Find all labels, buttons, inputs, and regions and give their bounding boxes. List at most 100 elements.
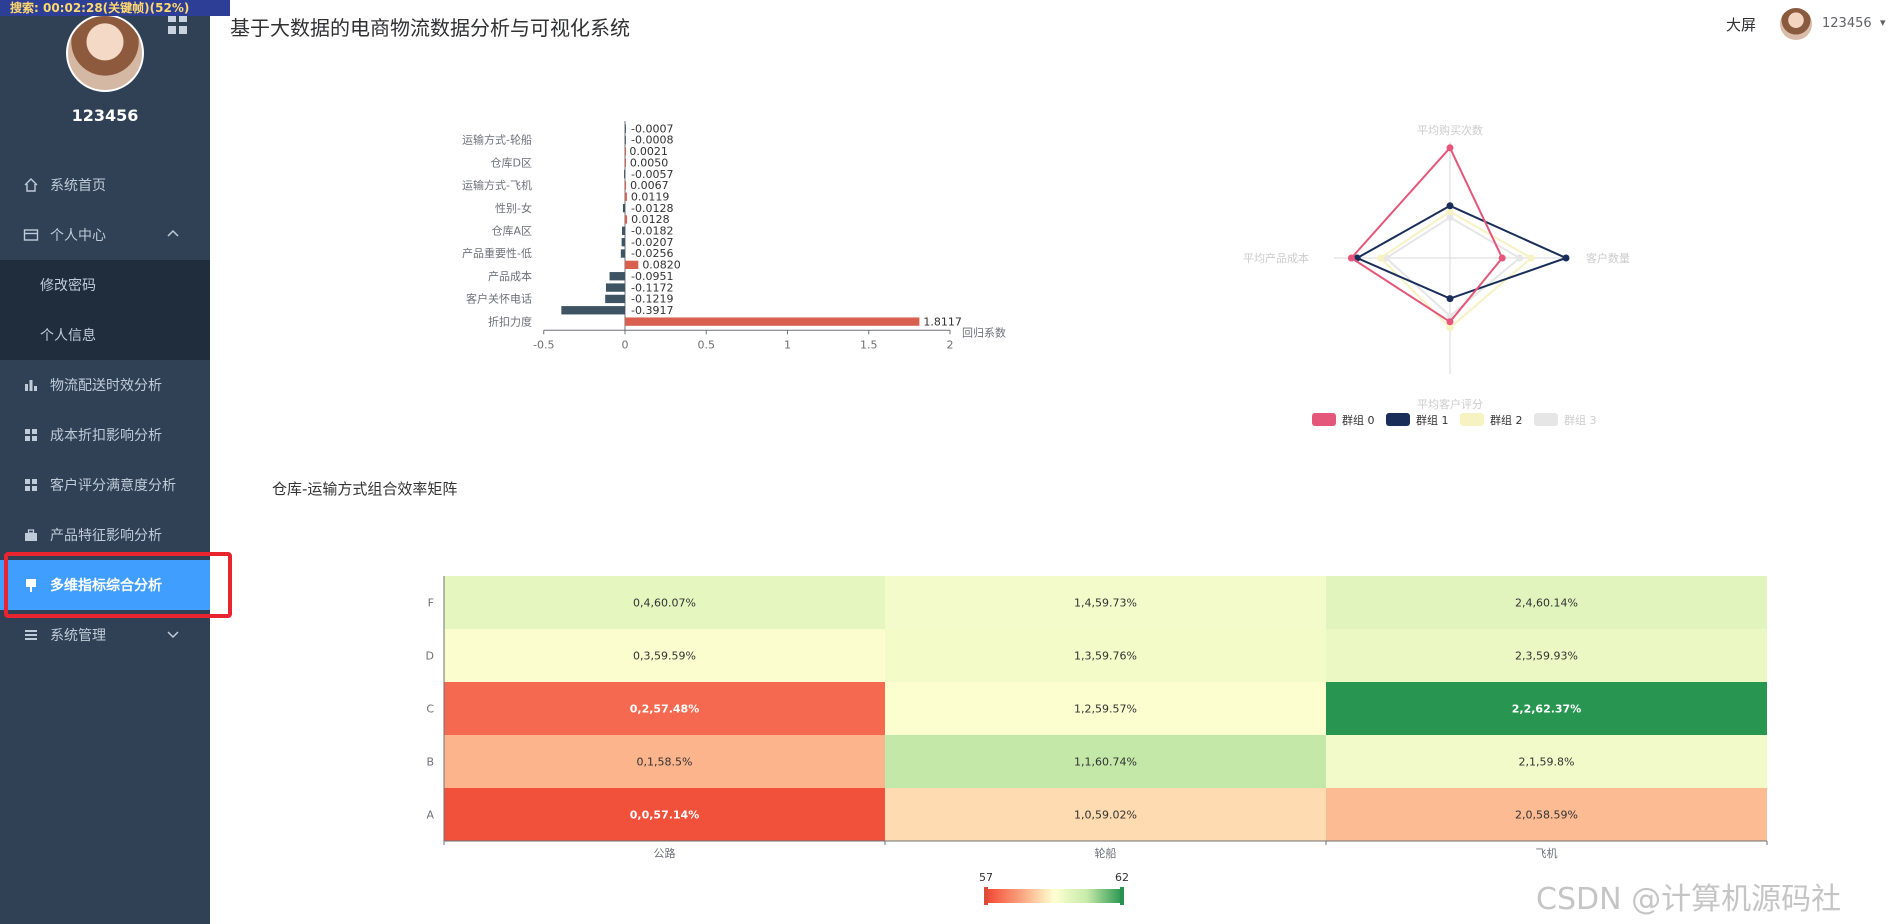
bar [624, 169, 626, 179]
radar-point [1446, 318, 1454, 326]
avatar[interactable] [66, 14, 144, 92]
heatmap-cell-label: 1,1,60.74% [1074, 756, 1137, 769]
x-axis-name: 回归系数 [962, 325, 1006, 339]
bar-value-label: -0.0007 [631, 122, 673, 135]
category-label: 折扣力度 [488, 314, 532, 328]
sidebar-item-cost-discount[interactable]: 成本折扣影响分析 [0, 410, 210, 460]
radar-point [1446, 202, 1454, 210]
radar-point [1446, 208, 1454, 216]
heatmap-cell [885, 735, 1326, 788]
sidebar-item-customer-rating[interactable]: 客户评分满意度分析 [0, 460, 210, 510]
bar-value-label: 0.0119 [631, 190, 670, 203]
sidebar-item-label: 系统管理 [50, 628, 106, 644]
sidebar-item-personal-center[interactable]: 个人中心 [0, 210, 210, 260]
bar-chart-icon [22, 376, 40, 394]
legend-label: 群组 0 [1342, 413, 1375, 427]
personal-center-submenu: 修改密码 个人信息 [0, 260, 210, 360]
regression-coefficient-chart: -0.0007-0.00080.00210.0050-0.00570.00670… [462, 121, 1006, 351]
legend-swatch [1460, 413, 1484, 426]
visual-map-handle-max [1120, 887, 1124, 905]
bar-value-label: 0.0128 [631, 213, 670, 226]
heatmap-cell [1326, 629, 1767, 682]
bar [625, 181, 627, 190]
sidebar-item-label: 个人中心 [50, 228, 106, 244]
sidebar: 搜索: 00:02:28(关键帧)(52%) 123456 系统首页 个人中心 … [0, 0, 232, 924]
x-tick-label: 0.5 [698, 338, 716, 351]
bar-value-label: -0.0057 [631, 168, 673, 181]
heatmap-cell [444, 682, 885, 735]
heatmap-cell-label: 0,4,60.07% [633, 597, 696, 610]
bar [605, 283, 625, 292]
bar-value-label: -0.0951 [631, 270, 673, 283]
user-name[interactable]: 123456 [1822, 16, 1872, 31]
sidebar-item-change-password[interactable]: 修改密码 [0, 260, 210, 310]
bar [622, 203, 625, 213]
heatmap-cell-label: 2,1,59.8% [1519, 756, 1575, 769]
radar-indicator-label: 平均购买次数 [1417, 123, 1483, 137]
big-screen-link[interactable]: 大屏 [1726, 16, 1757, 34]
card-icon [22, 226, 40, 244]
radar-point [1516, 254, 1524, 262]
header: 基于大数据的电商物流数据分析与可视化系统 大屏 123456 ▾ [210, 0, 1897, 50]
heatmap-cell [1326, 788, 1767, 841]
y-tick-label: C [426, 703, 434, 716]
heatmap-cell-label: 0,3,59.59% [633, 650, 696, 663]
pin-icon [22, 576, 40, 594]
x-tick-label: 1.5 [860, 338, 878, 351]
heatmap-cell [1326, 735, 1767, 788]
legend-swatch [1534, 413, 1558, 426]
heatmap-cell [885, 788, 1326, 841]
bar [561, 306, 625, 315]
legend-label: 群组 3 [1564, 413, 1597, 427]
sidebar-item-label: 产品特征影响分析 [50, 528, 162, 544]
y-tick-label: B [426, 756, 434, 769]
x-tick-label: -0.5 [533, 338, 554, 351]
legend-label: 群组 1 [1416, 413, 1449, 427]
user-avatar[interactable] [1780, 8, 1812, 40]
heatmap-cell-label: 2,0,58.59% [1515, 809, 1578, 822]
radar-point [1446, 324, 1454, 332]
sidebar-item-label: 修改密码 [40, 278, 96, 294]
bar [624, 135, 626, 145]
heatmap-cell [885, 682, 1326, 735]
bar-value-label: -0.0182 [631, 225, 673, 238]
bar-value-label: 0.0067 [630, 179, 669, 192]
sidebar-item-multi-indicator[interactable]: 多维指标综合分析 [0, 560, 210, 610]
sidebar-menu: 系统首页 个人中心 修改密码 个人信息 物流配送时效分析 [0, 160, 210, 660]
radar-indicator-label: 客户数量 [1586, 251, 1630, 265]
sidebar-item-product-features[interactable]: 产品特征影响分析 [0, 510, 210, 560]
bar [609, 272, 625, 281]
heatmap-cell-label: 0,1,58.5% [637, 756, 693, 769]
category-label: 运输方式-飞机 [462, 178, 532, 192]
bar-value-label: -0.1172 [631, 281, 673, 294]
caret-down-icon[interactable]: ▾ [1880, 16, 1886, 29]
bar-value-label: 0.0021 [629, 145, 668, 158]
sidebar-item-label: 系统首页 [50, 178, 106, 194]
x-tick-label: 0 [622, 338, 629, 351]
radar-point [1527, 254, 1535, 262]
legend-label: 群组 2 [1490, 413, 1523, 427]
sidebar-item-system-management[interactable]: 系统管理 [0, 610, 210, 660]
bar-value-label: -0.1219 [631, 293, 673, 306]
heatmap-cell-label: 2,4,60.14% [1515, 597, 1578, 610]
recording-overlay: 搜索: 00:02:28(关键帧)(52%) [0, 0, 230, 16]
radar-indicator-label: 平均产品成本 [1243, 251, 1309, 265]
grid-toggle-icon[interactable] [168, 14, 188, 34]
heatmap-cell-label: 1,0,59.02% [1074, 809, 1137, 822]
heatmap-cell-label: 2,2,62.37% [1512, 703, 1581, 716]
x-tick-label: 公路 [654, 847, 676, 860]
bar [625, 260, 639, 270]
matrix-title: 仓库-运输方式组合效率矩阵 [272, 480, 458, 498]
heatmap-cell-label: 1,4,59.73% [1074, 597, 1137, 610]
radar-point [1446, 213, 1454, 221]
heatmap-cell-label: 0,0,57.14% [630, 809, 699, 822]
visual-map-min-label: 57 [979, 871, 993, 884]
category-label: 产品成本 [488, 269, 532, 283]
x-tick-label: 1 [784, 338, 791, 351]
heatmap-cell [444, 629, 885, 682]
efficiency-heatmap: 0,4,60.07% 1,4,59.73% 2,4,60.14% 0,3,59.59%… [426, 576, 1768, 905]
sidebar-item-delivery-analysis[interactable]: 物流配送时效分析 [0, 360, 210, 410]
sidebar-item-personal-info[interactable]: 个人信息 [0, 310, 210, 360]
sidebar-item-home[interactable]: 系统首页 [0, 160, 210, 210]
